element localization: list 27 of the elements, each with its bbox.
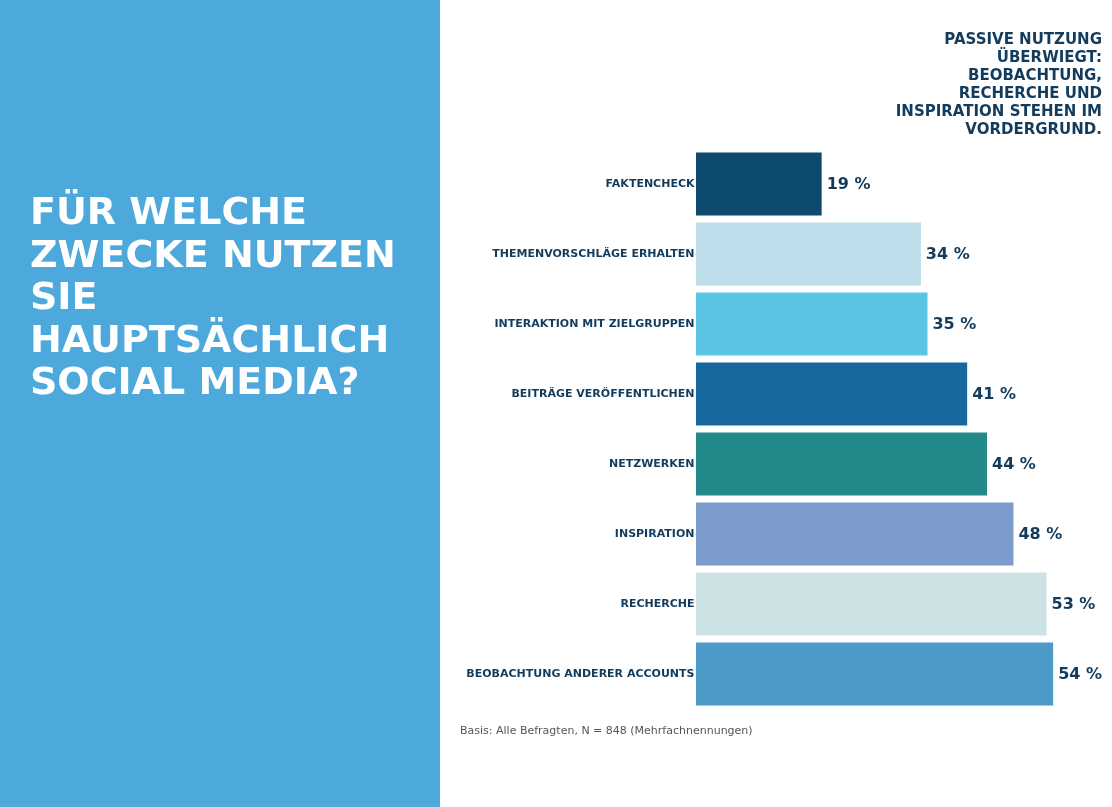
data-label: 48 % <box>1018 524 1063 543</box>
data-label: 41 % <box>972 384 1017 403</box>
y-tick-label: INTERAKTION MIT ZIELGRUPPEN <box>494 317 695 330</box>
bar <box>696 502 1014 566</box>
data-label: 34 % <box>925 244 970 263</box>
data-label: 19 % <box>826 174 871 193</box>
bar <box>696 362 968 426</box>
data-label: 54 % <box>1058 664 1103 683</box>
y-tick-label: FAKTENCHECK <box>605 177 695 190</box>
bar <box>696 152 822 216</box>
data-label: 44 % <box>992 454 1036 473</box>
y-tick-label: BEITRÄGE VERÖFFENTLICHEN <box>511 386 695 400</box>
bar <box>696 572 1047 636</box>
text: PASSIVE NUTZUNG ÜBERWIEGT: BEOBACHTUNG, RECHERCHE UND INSPIRATION STEHEN IM VORDERGRUND. <box>894 30 1102 138</box>
y-tick-label: THEMENVORSCHLÄGE ERHALTEN <box>492 246 695 260</box>
bar <box>696 222 921 286</box>
data-label: 35 % <box>932 314 977 333</box>
data-label: 53 % <box>1051 594 1096 613</box>
bar <box>696 432 988 496</box>
bar <box>696 292 928 356</box>
y-tick-label: NETZWERKEN <box>608 457 695 470</box>
text: Basis: Alle Befragten, N = 848 (Mehrfachnennungen) <box>460 724 754 737</box>
y-tick-label: BEOBACHTUNG ANDERER ACCOUNTS <box>466 667 695 680</box>
y-tick-label: INSPIRATION <box>614 527 695 540</box>
bar <box>696 642 1054 706</box>
y-tick-label: RECHERCHE <box>620 597 695 610</box>
text: FÜR WELCHE ZWECKE NUTZEN SIE HAUPTSÄCHLICH SOCIAL MEDIA? <box>0 0 440 807</box>
